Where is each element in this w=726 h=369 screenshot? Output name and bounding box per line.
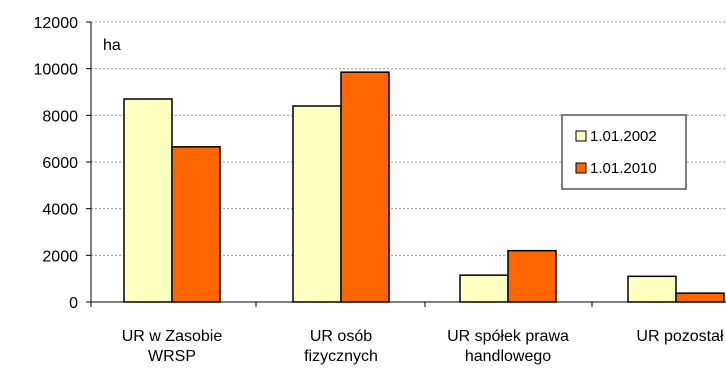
y-tick-label: 6000 [42, 155, 78, 172]
x-tick-label: fizycznych [304, 348, 378, 365]
bar [459, 274, 509, 303]
y-tick-label: 4000 [42, 202, 78, 219]
y-tick-label: 0 [69, 295, 78, 312]
y-axis-ticks: 0 2000 4000 6000 8000 10000 12000 [34, 15, 91, 312]
y-tick-label: 2000 [42, 248, 78, 265]
legend: 1.01.2002 1.01.2010 [561, 114, 687, 190]
x-tick-label: WRSP [148, 348, 196, 365]
bar [171, 146, 221, 303]
legend-swatch [575, 162, 587, 174]
y-tick-label: 8000 [42, 108, 78, 125]
bar [292, 105, 342, 303]
y-tick-label: 12000 [34, 15, 79, 32]
bar [507, 249, 557, 303]
x-tick-label: UR w Zasobie [122, 328, 223, 345]
x-tick-label: UR pozostał [636, 328, 724, 345]
x-tick-label: UR osób [310, 328, 372, 345]
bar [123, 98, 173, 303]
y-tick-label: 10000 [34, 62, 79, 79]
unit-label: ha [103, 37, 121, 54]
bar [340, 71, 390, 303]
x-tick-label: UR spółek prawa [447, 328, 569, 345]
axes [90, 22, 726, 307]
legend-label: 1.01.2002 [590, 128, 657, 145]
x-axis-labels: UR w Zasobie WRSP UR osób fizycznych UR spół… [122, 328, 724, 365]
legend-swatch [575, 130, 587, 142]
x-tick-label: handlowego [465, 348, 551, 365]
bar [675, 292, 725, 303]
bar [627, 275, 677, 303]
legend-box [561, 114, 687, 190]
legend-label: 1.01.2010 [590, 160, 657, 177]
